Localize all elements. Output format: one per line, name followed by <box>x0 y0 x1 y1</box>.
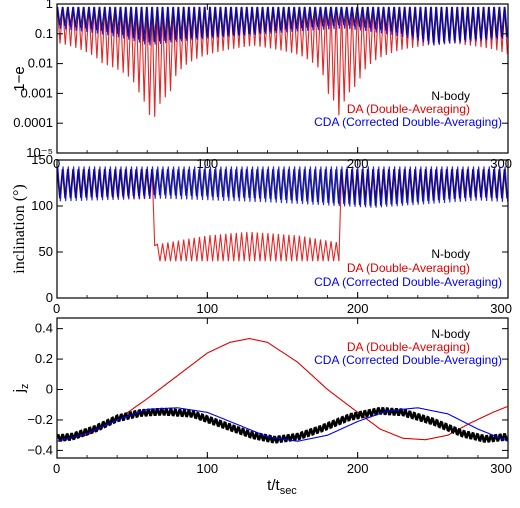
panel-top-ylabel: 1−e <box>11 66 28 91</box>
panel-middle-xtick-label-1: 100 <box>196 301 218 316</box>
panel-bottom-ylabel-main: j <box>11 389 28 393</box>
panel-middle-series-group <box>57 166 508 262</box>
chart-marks: 0 100 200 300 1 0.1 0.01 0.001 0.0001 10⁻⁵ 0 100 200… <box>13 0 512 476</box>
panel-middle-ytick-label-1: 50 <box>39 244 53 259</box>
panel-bottom-series-1 <box>57 337 508 442</box>
panel-bottom-ylabel-sub: z <box>19 384 31 390</box>
x-axis-label-sub: sec <box>280 485 298 497</box>
panel-bottom-ytick-label-0: 0.4 <box>35 321 53 336</box>
panel-middle-ylabel: inclination (°) <box>11 184 28 273</box>
panel-top-legend-da: DA (Double-Averaging) <box>347 102 470 116</box>
x-axis-label: t/tsec <box>267 477 297 497</box>
panel-bottom-frame <box>56 317 509 459</box>
panel-top-ytick-label-2: 0.01 <box>28 56 53 71</box>
panel-bottom-xtick-label-2: 200 <box>347 461 369 476</box>
panel-bottom-ytick-label-2: 0 <box>46 382 53 397</box>
panel-top-series-group <box>57 6 508 117</box>
panel-bottom-ylabel: jz <box>11 384 31 394</box>
panel-top-ytick-label-5: 10⁻⁵ <box>26 145 53 160</box>
panel-middle-series-2 <box>57 166 508 208</box>
panel-middle-frame <box>56 159 509 299</box>
panel-bottom-legend: N-body DA (Double-Averaging) CDA (Correc… <box>314 327 502 367</box>
panel-top-ytick-label-4: 0.0001 <box>13 115 53 130</box>
panel-top-ytick-label-3: 0.001 <box>20 85 53 100</box>
panel-top-series-2 <box>57 6 508 46</box>
panel-top-ytick-label-0: 1 <box>46 0 53 11</box>
panel-middle-ytick-label-3: 150 <box>31 152 53 167</box>
panel-top-legend: N-body DA (Double-Averaging) CDA (Correc… <box>314 89 502 129</box>
panel-top-legend-nbody: N-body <box>431 89 470 103</box>
panel-bottom-ytick-label-3: −0.2 <box>27 412 53 427</box>
panel-bottom-xtick-label-1: 100 <box>196 461 218 476</box>
panel-bottom-legend-nbody: N-body <box>431 327 470 341</box>
panel-bottom-legend-da: DA (Double-Averaging) <box>347 340 470 354</box>
panel-top-ytick-label-1: 0.1 <box>35 26 53 41</box>
panel-middle-legend: N-body DA (Double-Averaging) CDA (Correc… <box>314 247 502 289</box>
x-axis-label-main: t/t <box>267 477 280 494</box>
panel-bottom-ytick-label-4: −0.4 <box>27 442 53 457</box>
panel-middle-series-0 <box>57 169 508 206</box>
panel-bottom-series-2 <box>57 407 508 442</box>
panel-bottom-series-group <box>57 337 508 444</box>
panel-middle-legend-nbody: N-body <box>431 247 470 261</box>
panel-middle-legend-da: DA (Double-Averaging) <box>347 261 470 275</box>
panel-bottom-xtick-label-0: 0 <box>53 461 60 476</box>
panel-middle-xtick-label-0: 0 <box>53 301 60 316</box>
panel-top-frame <box>56 3 509 154</box>
panel-top-series-0 <box>57 6 508 43</box>
panel-middle-legend-cda: CDA (Corrected Double-Averaging) <box>314 275 502 289</box>
panel-top-legend-cda: CDA (Corrected Double-Averaging) <box>314 115 502 129</box>
panel-middle-xtick-label-2: 200 <box>347 301 369 316</box>
panel-middle-ytick-label-0: 0 <box>46 290 53 305</box>
panel-bottom-ytick-label-1: 0.2 <box>35 351 53 366</box>
panel-bottom-legend-cda: CDA (Corrected Double-Averaging) <box>314 353 502 367</box>
panel-middle-xtick-label-3: 300 <box>490 301 512 316</box>
panel-bottom-xtick-label-3: 300 <box>490 461 512 476</box>
panel-top-xtick-label-3: 300 <box>490 156 512 171</box>
panel-middle-ytick-label-2: 100 <box>31 198 53 213</box>
